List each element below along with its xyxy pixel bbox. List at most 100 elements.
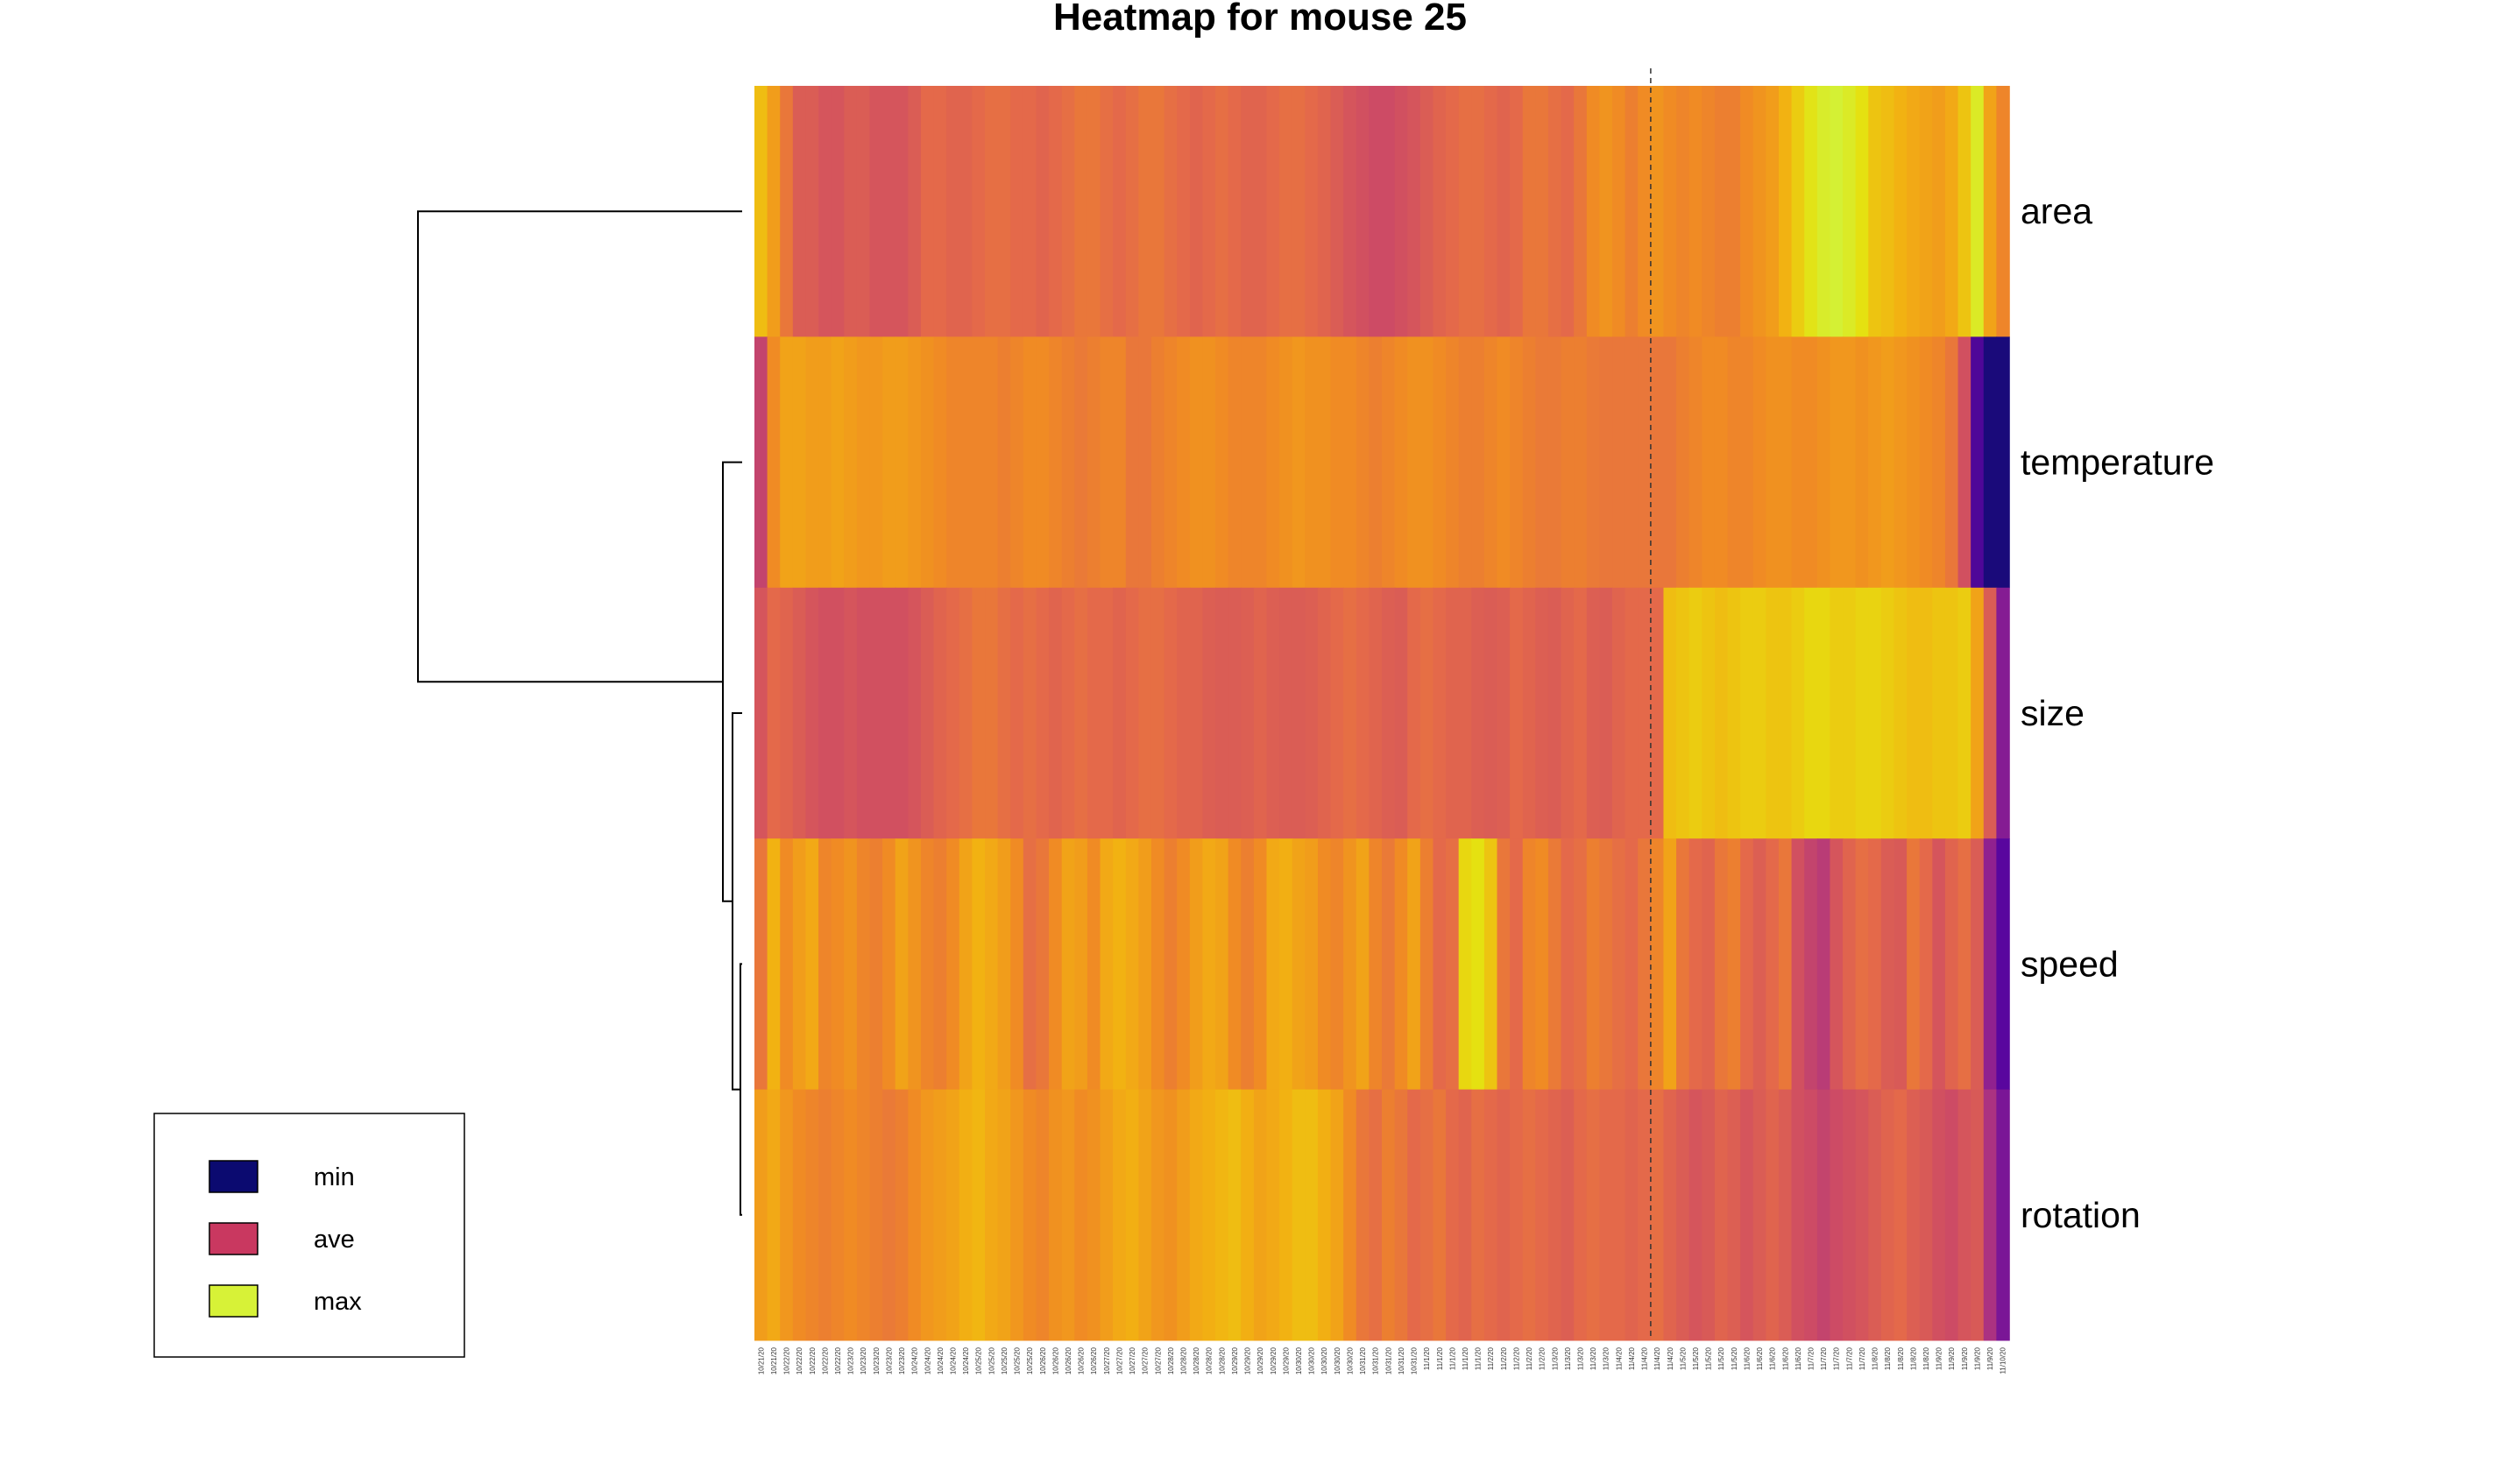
- heatmap-cell: [1510, 1089, 1524, 1341]
- heatmap-cell: [1215, 838, 1229, 1091]
- heatmap-cell: [844, 1089, 858, 1341]
- heatmap-cell: [1164, 336, 1178, 589]
- heatmap-cell: [1702, 336, 1716, 589]
- heatmap-cell: [1907, 336, 1921, 589]
- column-tick-label: 10/30/20: [1320, 1346, 1328, 1375]
- heatmap-cell: [1036, 1089, 1050, 1341]
- heatmap-cell: [1804, 1089, 1818, 1341]
- heatmap-cell: [1138, 1089, 1152, 1341]
- heatmap-cell: [1382, 336, 1396, 589]
- heatmap-cell: [882, 587, 896, 839]
- heatmap-cell: [1074, 838, 1088, 1091]
- heatmap-cell: [792, 587, 807, 839]
- heatmap-cell: [844, 336, 858, 589]
- heatmap-cell: [1419, 838, 1434, 1091]
- heatmap-cell: [1830, 587, 1844, 839]
- heatmap-cell: [1164, 1089, 1178, 1341]
- heatmap-cell: [1343, 1089, 1357, 1341]
- heatmap-cell: [1241, 587, 1255, 839]
- heatmap-cell: [1433, 86, 1447, 337]
- heatmap-cell: [1164, 838, 1178, 1091]
- heatmap-cell: [1574, 587, 1588, 839]
- row-label-temperature: temperature: [2021, 442, 2214, 483]
- column-tick-label: 11/1/20: [1436, 1346, 1444, 1370]
- heatmap-cell: [805, 1089, 819, 1341]
- heatmap-cell: [908, 587, 922, 839]
- column-tick-label: 10/26/20: [1090, 1346, 1098, 1375]
- heatmap-cell: [1778, 838, 1793, 1091]
- heatmap-cell: [1843, 1089, 1857, 1341]
- heatmap-cell: [1919, 587, 1934, 839]
- heatmap-cell: [1253, 587, 1268, 839]
- column-tick-label: 11/1/20: [1462, 1346, 1469, 1370]
- heatmap-cell: [1330, 1089, 1344, 1341]
- heatmap-cell: [1125, 86, 1140, 337]
- heatmap-cell: [1074, 336, 1088, 589]
- heatmap-cell: [1036, 838, 1050, 1091]
- heatmap-cell: [1612, 336, 1626, 589]
- heatmap-cell: [1996, 587, 2010, 839]
- heatmap-cell: [1983, 587, 1998, 839]
- heatmap-cell: [1087, 86, 1101, 337]
- heatmap-cell: [1996, 1089, 2010, 1341]
- heatmap-cell: [818, 838, 832, 1091]
- heatmap-cell: [1446, 336, 1460, 589]
- heatmap-cell: [1650, 838, 1665, 1091]
- heatmap-cell: [1202, 587, 1216, 839]
- column-tick-label: 10/31/20: [1411, 1346, 1419, 1375]
- heatmap-cell: [1752, 336, 1767, 589]
- heatmap-cell: [1714, 587, 1729, 839]
- heatmap-cell: [933, 838, 947, 1091]
- heatmap-cell: [1650, 587, 1665, 839]
- heatmap-cell: [1497, 1089, 1511, 1341]
- heatmap-cell: [767, 587, 782, 839]
- heatmap-cell: [1547, 1089, 1562, 1341]
- heatmap-cell: [1612, 838, 1626, 1091]
- heatmap-cell: [1292, 86, 1306, 337]
- heatmap-cell: [1561, 86, 1575, 337]
- heatmap-cell: [1894, 86, 1908, 337]
- heatmap-cell: [1343, 838, 1357, 1091]
- column-tick-label: 10/26/20: [1078, 1346, 1086, 1375]
- heatmap-cell: [767, 838, 782, 1091]
- heatmap-cell: [1113, 838, 1127, 1091]
- column-tick-label: 10/21/20: [757, 1346, 765, 1375]
- heatmap-cell: [780, 587, 794, 839]
- column-tick-label: 10/27/20: [1154, 1346, 1162, 1375]
- heatmap-cell: [1702, 838, 1716, 1091]
- heatmap-cell: [1215, 336, 1229, 589]
- column-tick-label: 10/25/20: [1001, 1346, 1009, 1375]
- heatmap-cell: [1266, 587, 1280, 839]
- heatmap-cell: [1446, 86, 1460, 337]
- heatmap-cell: [1419, 587, 1434, 839]
- heatmap-cell: [1561, 587, 1575, 839]
- heatmap-cell: [1574, 86, 1588, 337]
- heatmap-cell: [1497, 587, 1511, 839]
- heatmap-cell: [1202, 838, 1216, 1091]
- heatmap-cell: [1138, 587, 1152, 839]
- heatmap-cell: [1266, 336, 1280, 589]
- heatmap-cell: [1330, 587, 1344, 839]
- heatmap-cell: [997, 838, 1012, 1091]
- heatmap-cell: [1189, 587, 1204, 839]
- heatmap-cell: [1113, 1089, 1127, 1341]
- heatmap-cell: [1483, 1089, 1498, 1341]
- heatmap-cell: [1150, 336, 1165, 589]
- heatmap-cell: [933, 587, 947, 839]
- row-labels: area temperature size speed rotation: [2021, 191, 2214, 1235]
- heatmap-cell: [1625, 838, 1639, 1091]
- heatmap-cell: [1535, 1089, 1549, 1341]
- heatmap-cell: [1125, 336, 1140, 589]
- column-tick-label: 10/29/20: [1256, 1346, 1264, 1375]
- heatmap-cells: [754, 86, 2010, 1341]
- chart-title: Heatmap for mouse 25: [1053, 0, 1467, 39]
- heatmap-cell: [1625, 86, 1639, 337]
- heatmap-cell: [1305, 587, 1319, 839]
- heatmap-cell: [1983, 86, 1998, 337]
- column-tick-label: 11/8/20: [1922, 1346, 1930, 1370]
- column-tick-labels: 10/21/20 10/21/20 10/22/20 10/22/20 10/22/20…: [757, 1346, 2007, 1375]
- heatmap-cell: [1023, 336, 1037, 589]
- heatmap-cell: [1702, 86, 1716, 337]
- heatmap-cell: [1791, 838, 1805, 1091]
- heatmap-cell: [933, 1089, 947, 1341]
